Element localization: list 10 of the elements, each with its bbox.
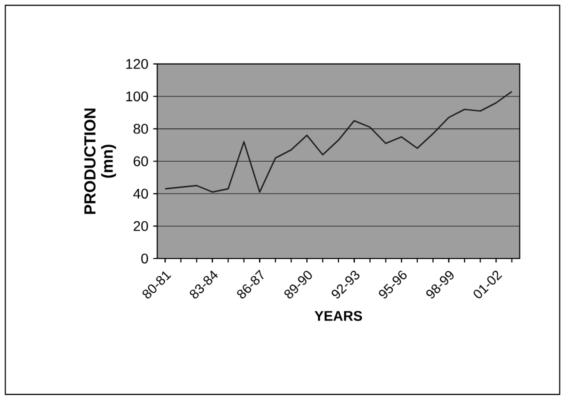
y-tick-label: 20: [134, 221, 148, 232]
y-tick-label: 120: [126, 59, 148, 70]
y-tick-label: 60: [134, 156, 148, 166]
y-axis-title: PRODUCTION (mn): [84, 108, 116, 214]
line-series: [164, 90, 512, 193]
x-axis-title: YEARS: [314, 311, 362, 321]
y-tick-label: 0: [141, 254, 148, 264]
y-tick-label: 40: [133, 188, 148, 199]
y-tick-label: 80: [134, 124, 148, 134]
y-tick-label: 100: [126, 92, 148, 102]
